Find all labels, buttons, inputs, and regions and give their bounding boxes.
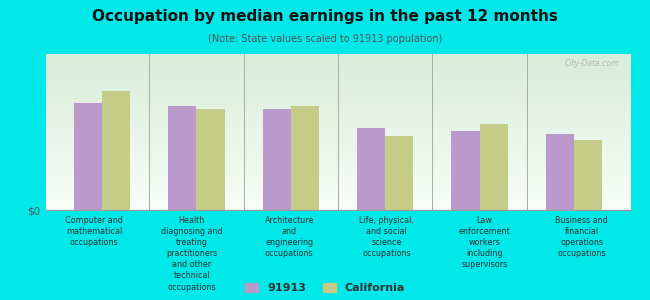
Bar [451,131,480,210]
Bar [196,109,225,210]
Text: Law
enforcement
workers
including
supervisors: Law enforcement workers including superv… [458,216,510,269]
Text: Life, physical,
and social
science
occupations: Life, physical, and social science occup… [359,216,414,258]
Text: Health
diagnosing and
treating
practitioners
and other
technical
occupations: Health diagnosing and treating practitio… [161,216,222,292]
Text: Business and
financial
operations
occupations: Business and financial operations occupa… [555,216,608,258]
Bar [168,106,196,210]
Bar [385,136,413,210]
Bar [291,106,319,210]
Bar [263,109,291,210]
Bar [574,140,602,210]
Text: Occupation by median earnings in the past 12 months: Occupation by median earnings in the pas… [92,9,558,24]
Bar [102,91,131,210]
Text: Architecture
and
engineering
occupations: Architecture and engineering occupations [265,216,314,258]
Bar [545,134,574,210]
Legend: 91913, California: 91913, California [240,278,410,298]
Bar [357,128,385,210]
Text: City-Data.com: City-Data.com [565,59,619,68]
Bar [480,124,508,210]
Bar [74,103,102,210]
Text: Computer and
mathematical
occupations: Computer and mathematical occupations [65,216,124,247]
Text: (Note: State values scaled to 91913 population): (Note: State values scaled to 91913 popu… [208,34,442,44]
